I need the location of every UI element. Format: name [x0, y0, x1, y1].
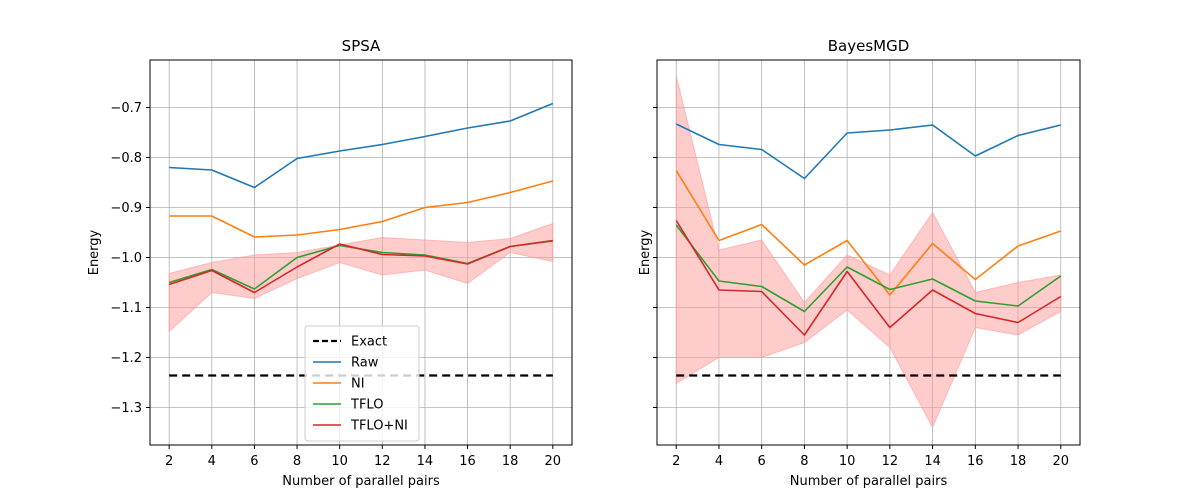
- plot-frame: [656, 59, 1081, 446]
- confidence-band: [675, 75, 1062, 429]
- y-tick-label: −0.8: [110, 151, 142, 166]
- legend-box: [304, 325, 420, 442]
- chart-panel-1: 2 4 6 8 10 12 14 16 18 20 BayesMGD Number of parall…: [638, 37, 1081, 489]
- y-tick-label: −0.9: [110, 201, 142, 216]
- x-tick-label: 16: [459, 454, 476, 469]
- x-tick-label: 2: [165, 454, 173, 469]
- legend-entry: Exact: [351, 335, 387, 350]
- x-axis-label: Number of parallel pairs: [282, 474, 440, 489]
- x-tick-label: 14: [417, 454, 434, 469]
- x-tick-label: 14: [924, 454, 941, 469]
- series-line-tflo: [675, 224, 1062, 313]
- x-tick-label: 20: [545, 454, 562, 469]
- x-tick-label: 8: [293, 454, 301, 469]
- x-tick-label: 10: [331, 454, 348, 469]
- x-tick-label: 18: [1010, 454, 1027, 469]
- y-tick-label: −1.1: [110, 301, 142, 316]
- chart-title: BayesMGD: [828, 37, 910, 55]
- y-tick-label: −0.7: [110, 101, 142, 116]
- x-axis-label: Number of parallel pairs: [790, 474, 948, 489]
- y-tick-label: −1.0: [110, 251, 142, 266]
- x-tick-label: 4: [715, 454, 723, 469]
- series-line-ni: [169, 180, 554, 238]
- confidence-band: [168, 222, 554, 333]
- legend-entry: TFLO+NI: [350, 419, 408, 434]
- series-line-tflo-ni: [675, 220, 1062, 336]
- x-tick-label: 4: [208, 454, 216, 469]
- series-line-ni: [675, 170, 1062, 296]
- y-axis-label: Energy: [87, 229, 102, 275]
- plot-frame: [149, 59, 573, 446]
- chart-panel-0: 2 4 6 8 10 12 14 16 18 20 −1.3 −1.2 −1.1 −1.0 −0.9 −0.8…: [87, 37, 573, 489]
- x-tick-label: 10: [839, 454, 856, 469]
- y-axis-label: Energy: [638, 229, 653, 275]
- y-tick-label: −1.2: [110, 351, 142, 366]
- series-line-raw: [169, 102, 554, 189]
- series-line-tflo-ni: [168, 239, 553, 294]
- y-tick-label: −1.3: [110, 401, 142, 416]
- x-tick-label: 8: [800, 454, 808, 469]
- x-tick-label: 12: [882, 454, 899, 469]
- x-tick-label: 6: [250, 454, 258, 469]
- legend-entry: NI: [351, 377, 365, 392]
- legend: Exact Raw NI TFLO TFLO+NI: [304, 325, 420, 442]
- chart-title: SPSA: [342, 37, 381, 55]
- x-tick-label: 18: [502, 454, 519, 469]
- x-tick-label: 20: [1052, 454, 1069, 469]
- legend-entry: TFLO: [350, 398, 383, 413]
- x-tick-label: 6: [758, 454, 766, 469]
- series-line-raw: [675, 123, 1061, 180]
- x-tick-label: 16: [967, 454, 984, 469]
- legend-entry: Raw: [351, 356, 379, 371]
- x-tick-label: 12: [374, 454, 391, 469]
- x-tick-label: 2: [672, 454, 680, 469]
